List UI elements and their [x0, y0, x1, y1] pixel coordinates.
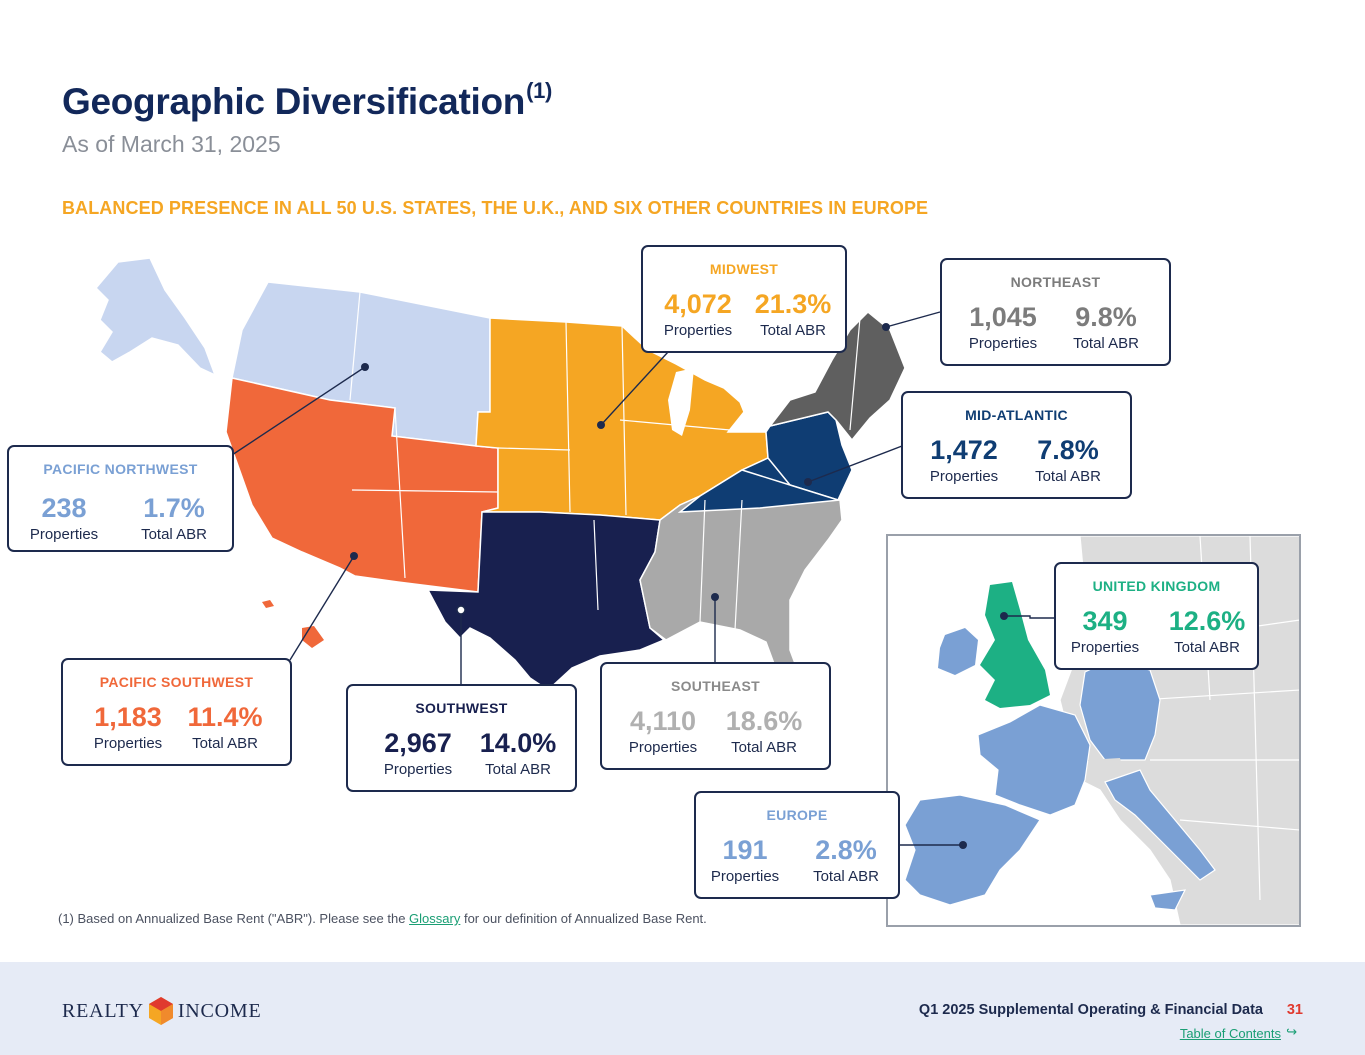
- table-of-contents-link[interactable]: Table of Contents: [1179, 1026, 1281, 1041]
- region-name: EUROPE: [766, 807, 828, 823]
- footnote: (1) Based on Annualized Base Rent ("ABR"…: [58, 911, 707, 926]
- callout-southeast: SOUTHEAST 4,110 Properties 18.6% Total ABR: [600, 662, 831, 770]
- state-borders-us: [349, 291, 861, 631]
- abr-value: 14.0%: [479, 728, 557, 758]
- return-arrow-icon[interactable]: ↪: [1286, 1024, 1297, 1039]
- properties-count: 1,183: [94, 702, 162, 732]
- properties-label: Properties: [628, 739, 698, 756]
- region-name: PACIFIC SOUTHWEST: [99, 674, 254, 690]
- mid-atlantic-shape-2: [677, 469, 841, 513]
- page-subtitle: As of March 31, 2025: [62, 131, 281, 157]
- callout-southwest: SOUTHWEST 2,967 Properties 14.0% Total ABR: [346, 684, 577, 792]
- properties-count: 4,072: [664, 289, 732, 319]
- page-title: Geographic Diversification(1): [62, 78, 553, 122]
- properties-count: 191: [722, 835, 768, 865]
- document-title: Q1 2025 Supplemental Operating & Financi…: [918, 1002, 1263, 1018]
- abr-label: Total ABR: [1035, 468, 1101, 485]
- properties-label: Properties: [383, 761, 453, 778]
- abr-label: Total ABR: [141, 526, 207, 543]
- spain-shape: [904, 794, 1041, 906]
- region-name: UNITED KINGDOM: [1092, 578, 1221, 594]
- region-name: SOUTHEAST: [670, 678, 761, 694]
- callout-united-kingdom: UNITED KINGDOM 349 Properties 12.6% Total …: [1054, 562, 1259, 670]
- abr-label: Total ABR: [731, 739, 797, 756]
- properties-label: Properties: [1070, 639, 1140, 656]
- properties-label: Properties: [710, 868, 780, 885]
- lake-michigan: [668, 368, 694, 436]
- footnote-marker: (1): [526, 78, 553, 103]
- ireland-shape: [938, 628, 978, 675]
- properties-label: Properties: [29, 526, 99, 543]
- logo-text-right: INCOME: [177, 999, 262, 1022]
- abr-value: 18.6%: [725, 706, 803, 736]
- abr-label: Total ABR: [813, 868, 879, 885]
- italy-shape: [1104, 769, 1216, 911]
- properties-label: Properties: [663, 322, 733, 339]
- properties-count: 349: [1082, 606, 1128, 636]
- abr-label: Total ABR: [485, 761, 551, 778]
- logo-mark-icon: [148, 997, 173, 1025]
- logo-text-left: REALTY: [62, 999, 144, 1022]
- france-shape: [977, 704, 1091, 816]
- region-name: MIDWEST: [709, 261, 779, 277]
- page-number: 31: [1286, 1002, 1303, 1018]
- region-name: MID-ATLANTIC: [965, 407, 1068, 423]
- properties-count: 2,967: [384, 728, 452, 758]
- abr-value: 11.4%: [187, 702, 263, 732]
- abr-label: Total ABR: [1174, 639, 1240, 656]
- abr-value: 12.6%: [1168, 606, 1246, 636]
- tagline: BALANCED PRESENCE IN ALL 50 U.S. STATES,…: [62, 198, 929, 218]
- properties-label: Properties: [93, 735, 163, 752]
- properties-label: Properties: [929, 468, 999, 485]
- properties-count: 4,110: [629, 706, 697, 736]
- abr-value: 2.8%: [815, 835, 877, 865]
- glossary-link[interactable]: Glossary: [409, 911, 461, 926]
- alaska-shape: [94, 257, 217, 377]
- abr-label: Total ABR: [760, 322, 826, 339]
- callout-mid-atlantic: MID-ATLANTIC 1,472 Properties 7.8% Total A…: [901, 391, 1132, 499]
- properties-count: 238: [41, 493, 87, 523]
- abr-value: 7.8%: [1037, 435, 1099, 465]
- uk-shape: [980, 582, 1050, 708]
- callout-midwest: MIDWEST 4,072 Properties 21.3% Total ABR: [641, 245, 847, 353]
- properties-count: 1,472: [930, 435, 998, 465]
- abr-label: Total ABR: [192, 735, 258, 752]
- callout-northeast: NORTHEAST 1,045 Properties 9.8% Total ABR: [940, 258, 1171, 366]
- leader-lines: [231, 311, 1056, 846]
- abr-label: Total ABR: [1073, 335, 1139, 352]
- leader-dots: [350, 323, 1008, 849]
- northeast-shape: [768, 310, 906, 442]
- callout-europe: EUROPE 191 Properties 2.8% Total ABR: [694, 791, 900, 899]
- region-name: NORTHEAST: [1010, 274, 1101, 290]
- abr-value: 9.8%: [1075, 302, 1137, 332]
- page-footer: REALTY INCOME Q1 2025 Supplemental Opera…: [0, 962, 1365, 1055]
- callout-pacific-northwest: PACIFIC NORTHWEST 238 Properties 1.7% Tota…: [7, 445, 234, 552]
- abr-value: 1.7%: [143, 493, 205, 523]
- switzerland-shape: [1088, 758, 1125, 782]
- company-logo: REALTY INCOME: [62, 996, 262, 1026]
- region-name: SOUTHWEST: [415, 700, 508, 716]
- region-name: PACIFIC NORTHWEST: [43, 461, 198, 477]
- properties-count: 1,045: [969, 302, 1037, 332]
- abr-value: 21.3%: [754, 289, 832, 319]
- properties-label: Properties: [968, 335, 1038, 352]
- hawaii-shape: [262, 600, 324, 648]
- callout-pacific-southwest: PACIFIC SOUTHWEST 1,183 Properties 11.4% T…: [61, 658, 292, 766]
